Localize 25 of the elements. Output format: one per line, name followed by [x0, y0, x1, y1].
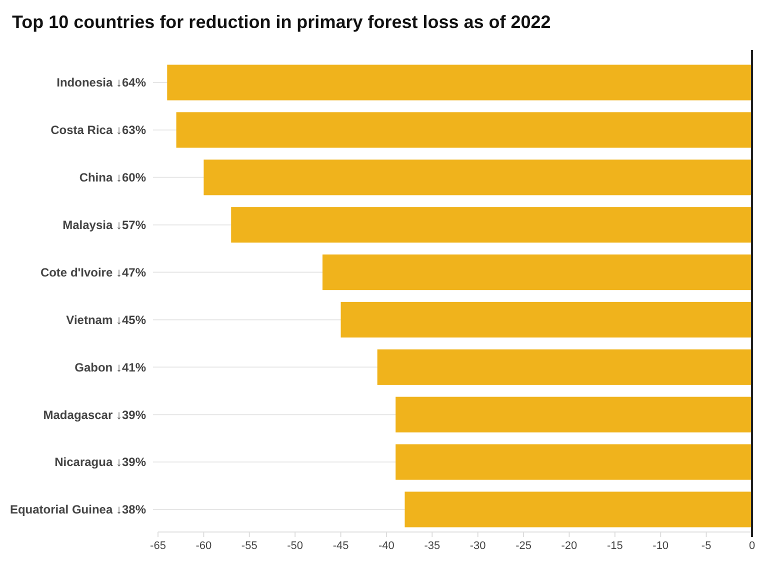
y-tick-label: Cote d'Ivoire ↓47% — [40, 265, 146, 280]
x-tick-label: -30 — [470, 540, 486, 552]
x-tick-label: -15 — [606, 540, 623, 552]
x-tick-label: -45 — [332, 540, 349, 552]
x-tick-label: 0 — [748, 540, 756, 552]
x-tick-label: -5 — [701, 540, 712, 552]
x-tick-label: -10 — [652, 540, 669, 552]
y-tick-label: Madagascar ↓39% — [43, 408, 146, 422]
x-tick-label: -55 — [241, 540, 258, 552]
y-tick-label: Gabon ↓41% — [74, 360, 146, 374]
y-tick-label: China ↓60% — [79, 170, 146, 185]
y-tick-label: Nicaragua ↓39% — [54, 455, 146, 470]
y-tick-label: Equatorial Guinea ↓38% — [10, 502, 146, 517]
x-tick-label: -25 — [516, 540, 532, 552]
x-tick-label: -40 — [378, 540, 394, 552]
x-tick-label: -65 — [150, 540, 166, 552]
chart-title: Top 10 countries for reduction in primary forest loss as of 2022 — [12, 12, 551, 32]
y-tick-label: Costa Rica ↓63% — [50, 123, 146, 138]
y-tick-label: Vietnam ↓45% — [66, 312, 146, 327]
x-tick-label: -35 — [424, 540, 440, 552]
x-tick-label: -20 — [561, 540, 578, 552]
x-tick-label: -50 — [287, 540, 304, 552]
y-tick-label: Indonesia ↓64% — [56, 76, 146, 90]
y-tick-label: Malaysia ↓57% — [62, 218, 146, 232]
x-tick-label: -60 — [196, 540, 212, 552]
